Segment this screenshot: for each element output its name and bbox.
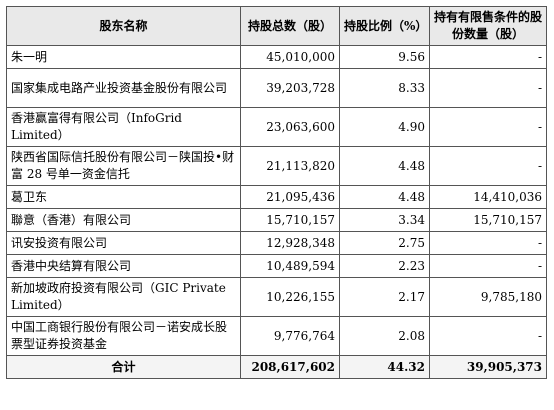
- restricted-shares: -: [429, 68, 547, 108]
- shareholder-name: 香港赢富得有限公司（InfoGrid Limited）: [6, 107, 241, 147]
- shareholder-name: 葛卫东: [6, 185, 241, 209]
- total-shares: 9,776,764: [240, 316, 340, 356]
- shareholder-table: 股东名称 持股总数（股） 持股比例（%） 持有有限售条件的股份数量（股） 朱一明…: [6, 6, 547, 379]
- shareholder-name: 中国工商银行股份有限公司－诺安成长股票型证券投资基金: [6, 316, 241, 356]
- restricted-shares: -: [429, 45, 547, 69]
- restricted-shares: -: [429, 254, 547, 278]
- table-row: 国家集成电路产业投资基金股份有限公司 39,203,728 8.33 -: [6, 68, 547, 108]
- share-ratio: 2.08: [339, 316, 430, 356]
- total-shares: 15,710,157: [240, 208, 340, 232]
- table-row: 香港赢富得有限公司（InfoGrid Limited） 23,063,600 4…: [6, 107, 547, 147]
- share-ratio: 8.33: [339, 68, 430, 108]
- share-ratio: 2.75: [339, 231, 430, 255]
- restricted-shares: 14,410,036: [429, 185, 547, 209]
- total-shares: 39,203,728: [240, 68, 340, 108]
- share-ratio: 9.56: [339, 45, 430, 69]
- restricted-shares: 15,710,157: [429, 208, 547, 232]
- total-row: 合计 208,617,602 44.32 39,905,373: [6, 355, 547, 379]
- shareholder-name: 香港中央结算有限公司: [6, 254, 241, 278]
- table-row: 香港中央结算有限公司 10,489,594 2.23 -: [6, 254, 547, 278]
- shareholder-name: 新加坡政府投资有限公司（GIC Private Limited）: [6, 277, 241, 317]
- restricted-shares: 9,785,180: [429, 277, 547, 317]
- header-total-shares: 持股总数（股）: [240, 6, 340, 46]
- table-row: 新加坡政府投资有限公司（GIC Private Limited） 10,226,…: [6, 277, 547, 317]
- shareholder-name: 陕西省国际信托股份有限公司－陕国投•财富 28 号单一资金信托: [6, 146, 241, 186]
- total-label: 合计: [6, 355, 241, 379]
- table-row: 葛卫东 21,095,436 4.48 14,410,036: [6, 185, 547, 209]
- table-row: 讯安投资有限公司 12,928,348 2.75 -: [6, 231, 547, 255]
- restricted-shares: -: [429, 316, 547, 356]
- share-ratio: 4.48: [339, 146, 430, 186]
- shareholder-name: 聯意（香港）有限公司: [6, 208, 241, 232]
- total-shares: 21,095,436: [240, 185, 340, 209]
- share-ratio: 2.23: [339, 254, 430, 278]
- total-shares: 23,063,600: [240, 107, 340, 147]
- total-shares: 21,113,820: [240, 146, 340, 186]
- restricted-shares: -: [429, 231, 547, 255]
- restricted-shares: -: [429, 146, 547, 186]
- table-row: 中国工商银行股份有限公司－诺安成长股票型证券投资基金 9,776,764 2.0…: [6, 316, 547, 356]
- total-shares: 12,928,348: [240, 231, 340, 255]
- header-shareholder-name: 股东名称: [6, 6, 241, 46]
- share-ratio: 4.48: [339, 185, 430, 209]
- table-row: 朱一明 45,010,000 9.56 -: [6, 45, 547, 69]
- total-shares: 45,010,000: [240, 45, 340, 69]
- total-shares: 10,489,594: [240, 254, 340, 278]
- shareholder-name: 朱一明: [6, 45, 241, 69]
- restricted-shares: -: [429, 107, 547, 147]
- share-ratio: 4.90: [339, 107, 430, 147]
- share-ratio: 3.34: [339, 208, 430, 232]
- share-ratio: 2.17: [339, 277, 430, 317]
- total-shares-sum: 208,617,602: [240, 355, 340, 379]
- shareholder-name: 国家集成电路产业投资基金股份有限公司: [6, 68, 241, 108]
- table-row: 陕西省国际信托股份有限公司－陕国投•财富 28 号单一资金信托 21,113,8…: [6, 146, 547, 186]
- table-row: 聯意（香港）有限公司 15,710,157 3.34 15,710,157: [6, 208, 547, 232]
- shareholder-name: 讯安投资有限公司: [6, 231, 241, 255]
- total-ratio-sum: 44.32: [339, 355, 430, 379]
- total-restricted-sum: 39,905,373: [429, 355, 547, 379]
- header-restricted-shares: 持有有限售条件的股份数量（股）: [429, 6, 547, 46]
- table-header-row: 股东名称 持股总数（股） 持股比例（%） 持有有限售条件的股份数量（股）: [6, 6, 547, 46]
- header-share-ratio: 持股比例（%）: [339, 6, 430, 46]
- total-shares: 10,226,155: [240, 277, 340, 317]
